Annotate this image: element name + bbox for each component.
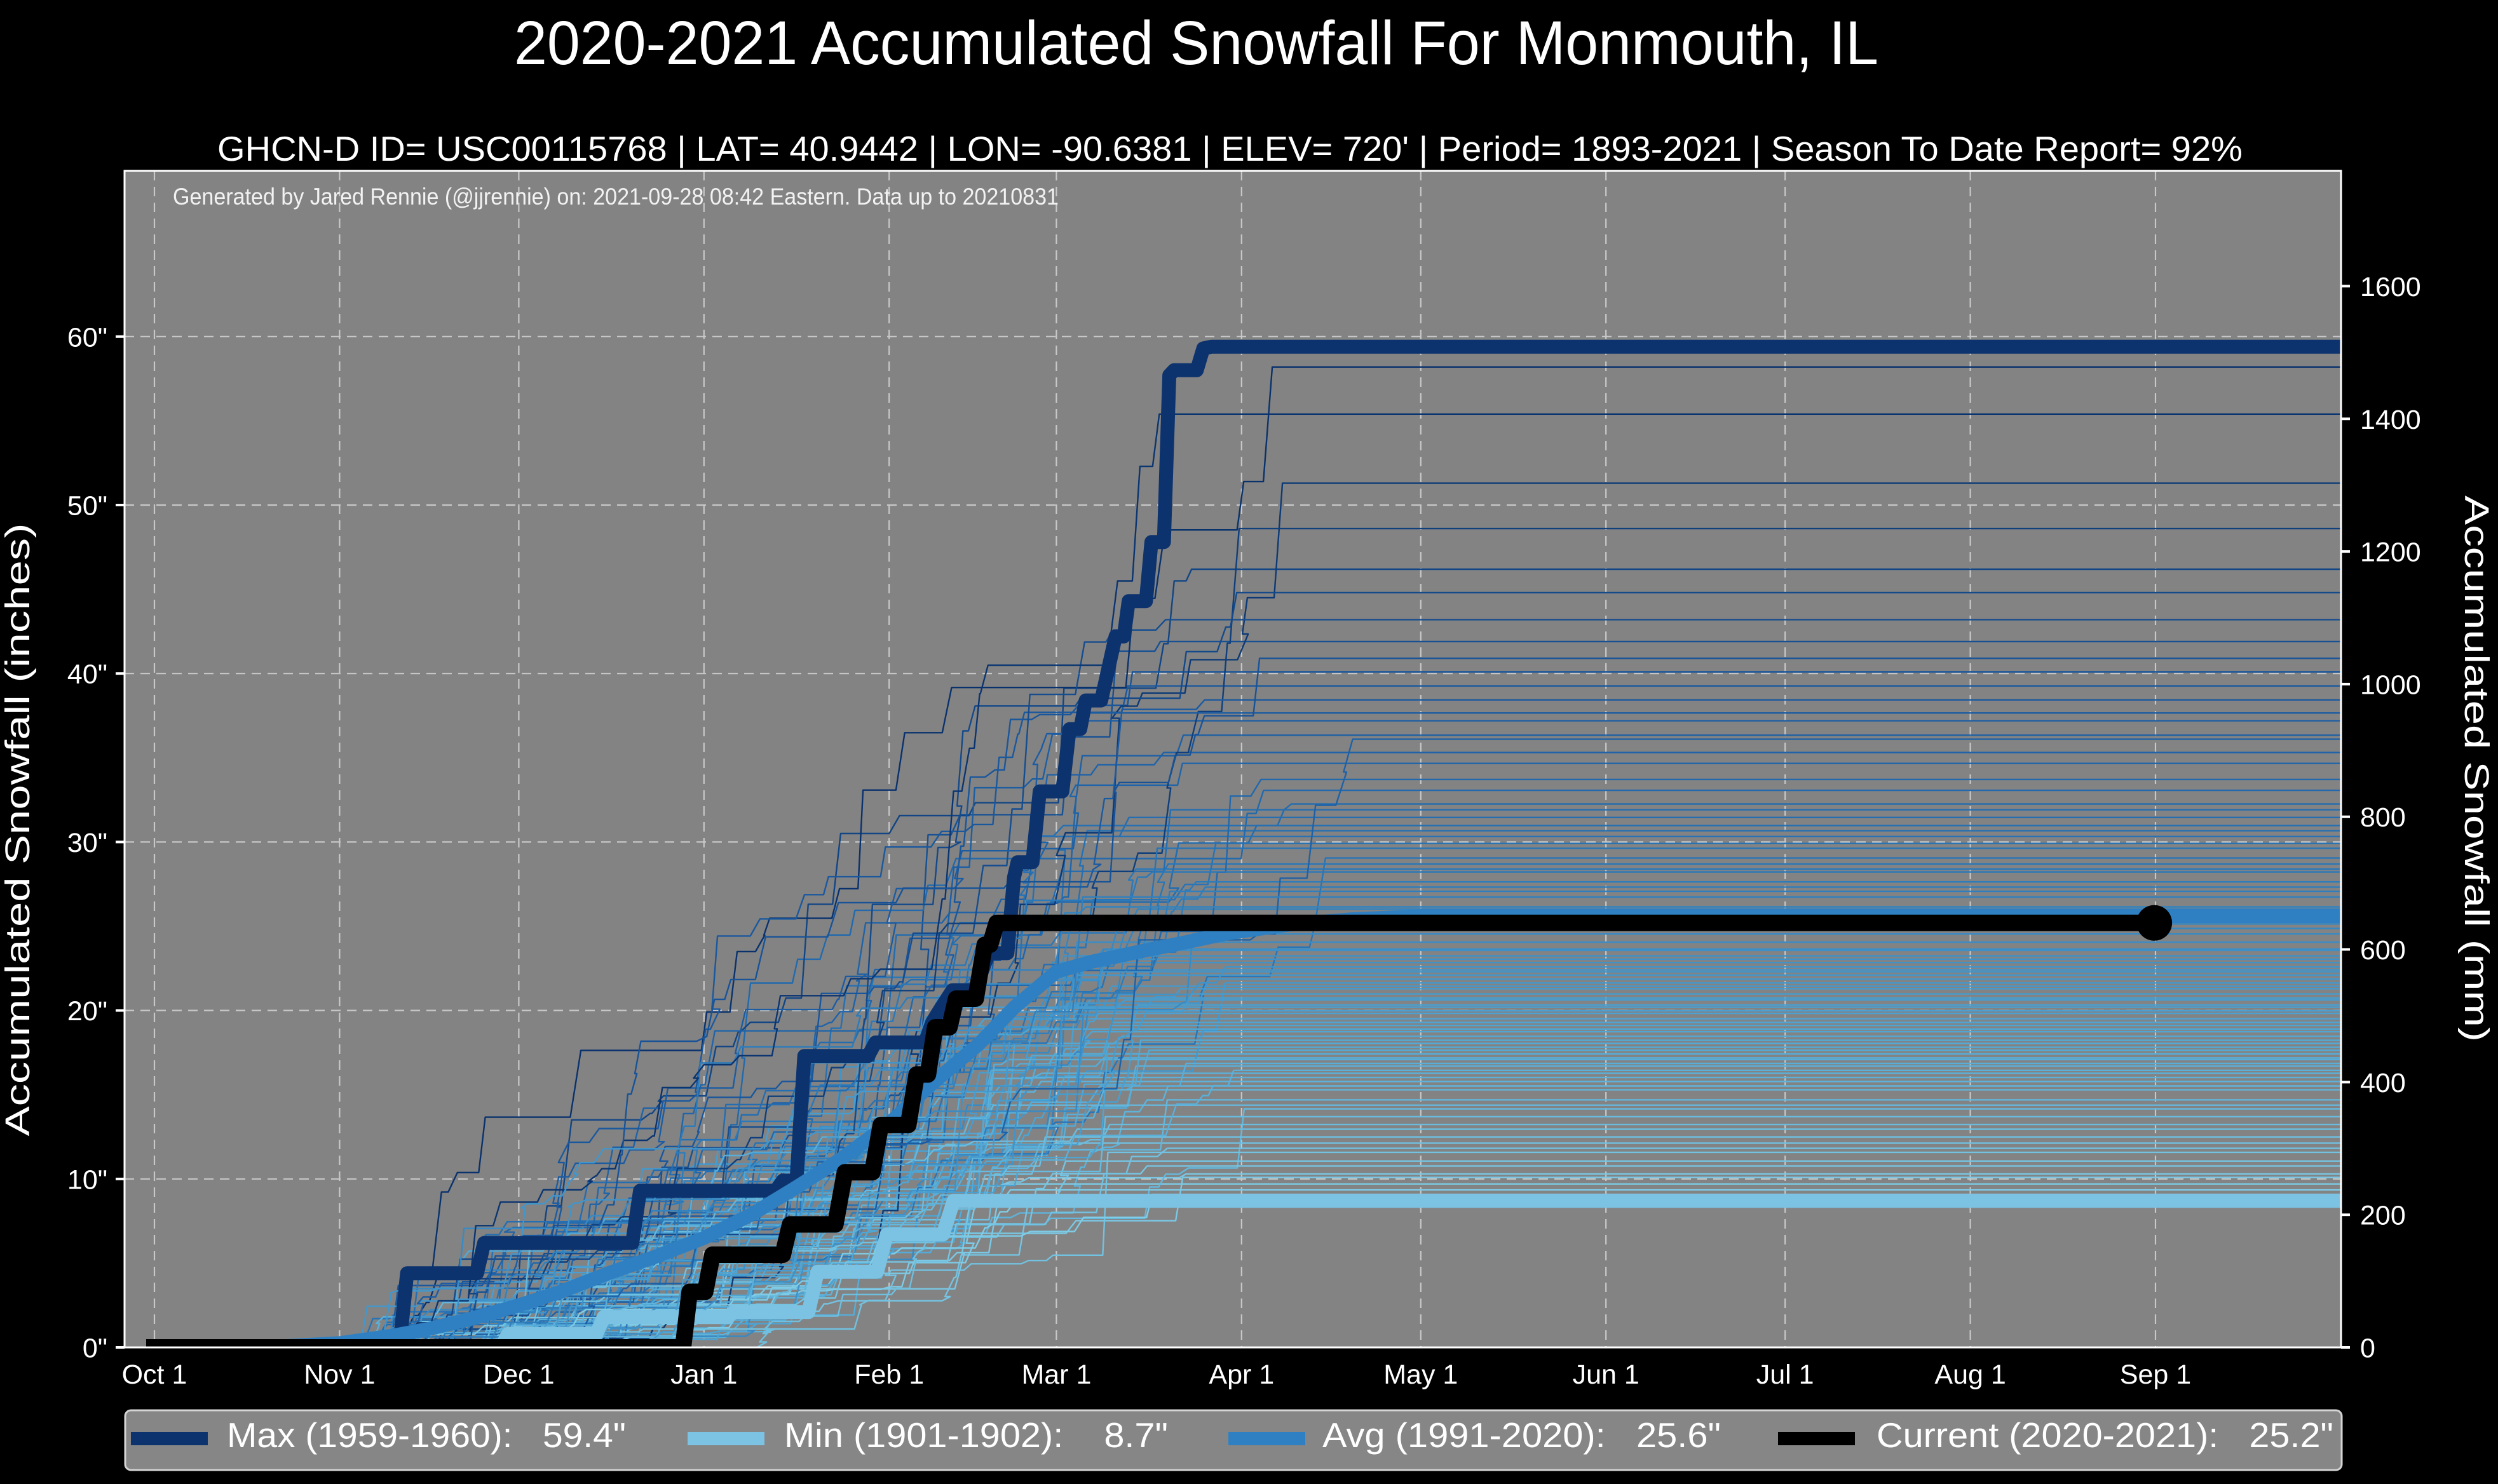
svg-text:Mar 1: Mar 1 [1021, 1359, 1091, 1390]
svg-text:Max (1959-1960): 59.4": Max (1959-1960): 59.4" [227, 1415, 626, 1455]
svg-text:Min (1901-1902): 8.7": Min (1901-1902): 8.7" [784, 1415, 1168, 1455]
svg-text:Accumulated Snowfall (inches): Accumulated Snowfall (inches) [0, 523, 37, 1137]
svg-text:Aug 1: Aug 1 [1934, 1359, 2006, 1390]
svg-text:GHCN-D ID= USC00115768 | LAT=: GHCN-D ID= USC00115768 | LAT= 40.9442 | … [217, 129, 2243, 168]
svg-text:Nov 1: Nov 1 [304, 1359, 375, 1390]
svg-text:Avg (1991-2020): 25.6": Avg (1991-2020): 25.6" [1322, 1415, 1721, 1455]
svg-text:600: 600 [2360, 935, 2406, 966]
svg-text:Sep 1: Sep 1 [2120, 1359, 2191, 1390]
svg-text:0": 0" [83, 1333, 107, 1364]
svg-text:1600: 1600 [2360, 272, 2421, 302]
svg-text:800: 800 [2360, 802, 2406, 833]
svg-text:40": 40" [67, 659, 107, 690]
svg-text:20": 20" [67, 996, 107, 1027]
svg-text:0: 0 [2360, 1333, 2375, 1364]
svg-text:Generated by Jared Rennie (@jj: Generated by Jared Rennie (@jjrennie) on… [173, 184, 1059, 210]
svg-text:Jul 1: Jul 1 [1756, 1359, 1814, 1390]
svg-text:1400: 1400 [2360, 405, 2421, 435]
svg-text:400: 400 [2360, 1068, 2406, 1098]
svg-text:30": 30" [67, 828, 107, 858]
svg-text:Feb 1: Feb 1 [854, 1359, 924, 1390]
svg-text:Current (2020-2021): 25.2": Current (2020-2021): 25.2" [1877, 1415, 2333, 1455]
svg-text:Jan 1: Jan 1 [670, 1359, 737, 1390]
svg-text:1000: 1000 [2360, 670, 2421, 700]
svg-text:Jun 1: Jun 1 [1573, 1359, 1639, 1390]
svg-text:50": 50" [67, 491, 107, 522]
svg-text:1200: 1200 [2360, 537, 2421, 568]
svg-text:May 1: May 1 [1383, 1359, 1458, 1390]
svg-text:10": 10" [67, 1164, 107, 1195]
svg-text:Oct 1: Oct 1 [122, 1359, 187, 1390]
svg-text:Apr 1: Apr 1 [1209, 1359, 1274, 1390]
svg-text:Accumulated Snowfall (mm): Accumulated Snowfall (mm) [2457, 496, 2495, 1042]
svg-text:2020-2021 Accumulated Snowfall: 2020-2021 Accumulated Snowfall For Monmo… [514, 8, 1878, 78]
svg-text:Dec 1: Dec 1 [483, 1359, 554, 1390]
svg-text:60": 60" [67, 322, 107, 353]
svg-text:200: 200 [2360, 1201, 2406, 1231]
